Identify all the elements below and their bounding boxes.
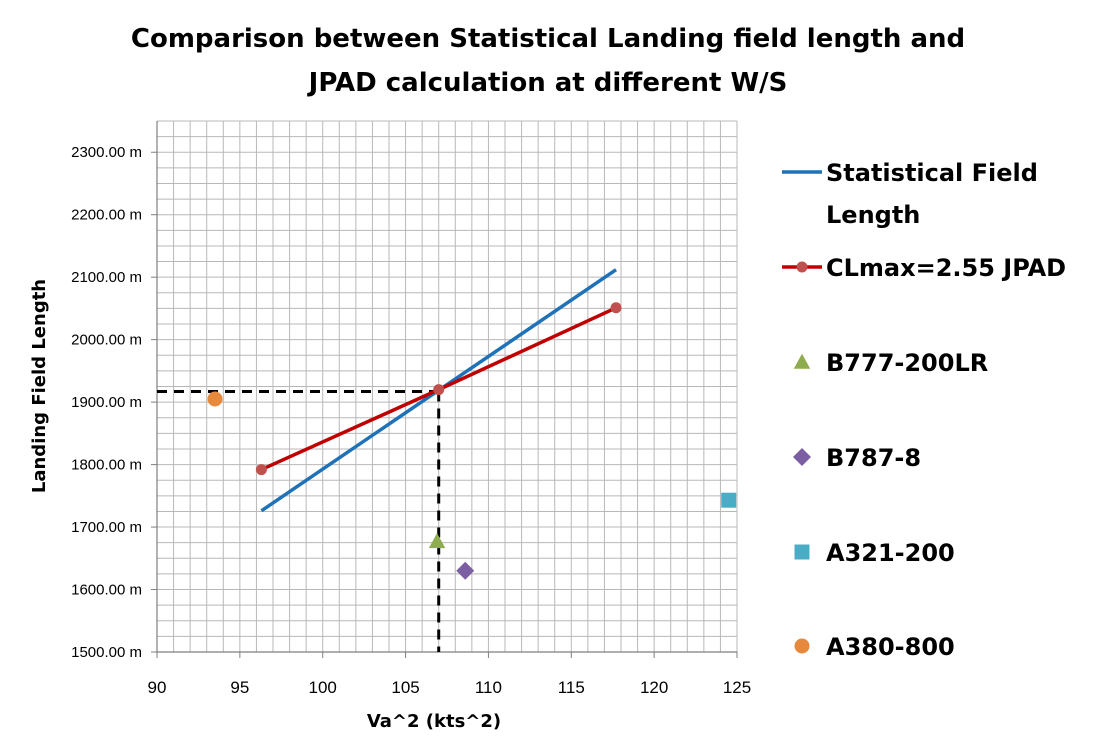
- legend-item-b787-8: B787-8: [793, 444, 921, 472]
- legend-item-a380-800: A380-800: [794, 633, 955, 661]
- data-point-clmax-2-55-jpad: [433, 384, 445, 396]
- legend-swatch-marker: [793, 448, 811, 466]
- grid: [156, 120, 738, 653]
- y-tick-label: 1600.00 m: [71, 582, 142, 599]
- reference-lines: [157, 389, 441, 652]
- x-axis-ticks: 90 95 100 105 110 115 120 125: [148, 652, 751, 697]
- y-tick-label: 2000.00 m: [71, 332, 142, 349]
- x-tick-label: 110: [475, 678, 502, 697]
- legend-label: CLmax=2.55 JPAD: [826, 254, 1066, 282]
- legend-label: A321-200: [826, 539, 955, 567]
- legend-label: B777-200LR: [826, 349, 988, 377]
- x-tick-label: 90: [148, 678, 167, 697]
- legend-swatch-marker: [794, 638, 810, 654]
- legend-item-b777-200lr: B777-200LR: [793, 349, 988, 377]
- data-point-a321-200: [721, 492, 737, 508]
- legend: Statistical Field Length CLmax=2.55 JPAD B7…: [782, 159, 1066, 661]
- y-tick-label: 2100.00 m: [71, 269, 142, 286]
- x-tick-label: 95: [230, 678, 249, 697]
- data-point-b777-200lr: [428, 533, 446, 549]
- data-point-a380-800: [207, 391, 223, 407]
- data-point-clmax-2-55-jpad: [610, 302, 622, 314]
- x-tick-label: 115: [558, 678, 585, 697]
- series-layer: [207, 268, 737, 580]
- legend-item-clmax-2-55-jpad: CLmax=2.55 JPAD: [782, 254, 1066, 282]
- x-tick-label: 120: [640, 678, 668, 697]
- chart-title-line-1: Comparison between Statistical Landing f…: [131, 24, 965, 54]
- x-tick-label: 125: [723, 678, 751, 697]
- y-axis-ticks: 1500.00 m 1600.00 m 1700.00 m 1800.00 m 1900…: [71, 144, 157, 661]
- axes: [156, 121, 737, 653]
- legend-label: Length: [826, 201, 920, 229]
- legend-swatch-marker: [796, 261, 808, 273]
- legend-label: Statistical Field: [826, 159, 1038, 187]
- x-tick-label: 100: [309, 678, 337, 697]
- legend-swatch-marker: [793, 353, 811, 369]
- data-point-b787-8: [456, 561, 475, 580]
- y-axis-label: Landing Field Length: [29, 279, 50, 493]
- legend-item-statistical-field-length: Statistical Field Length: [782, 159, 1038, 229]
- chart-title: Comparison between Statistical Landing f…: [131, 24, 965, 98]
- y-tick-label: 2200.00 m: [71, 207, 142, 224]
- y-tick-label: 1800.00 m: [71, 457, 142, 474]
- chart-title-line-2: JPAD calculation at different W/S: [307, 68, 788, 98]
- legend-item-a321-200: A321-200: [794, 539, 955, 567]
- legend-label: A380-800: [826, 633, 955, 661]
- legend-swatch-marker: [794, 544, 810, 560]
- x-axis-label: Va^2 (kts^2): [367, 711, 501, 732]
- legend-label: B787-8: [826, 444, 921, 472]
- y-tick-label: 1700.00 m: [71, 519, 142, 536]
- y-tick-label: 2300.00 m: [71, 144, 142, 161]
- y-tick-label: 1500.00 m: [71, 644, 142, 661]
- y-tick-label: 1900.00 m: [71, 394, 142, 411]
- x-tick-label: 105: [391, 678, 419, 697]
- data-point-clmax-2-55-jpad: [255, 464, 267, 476]
